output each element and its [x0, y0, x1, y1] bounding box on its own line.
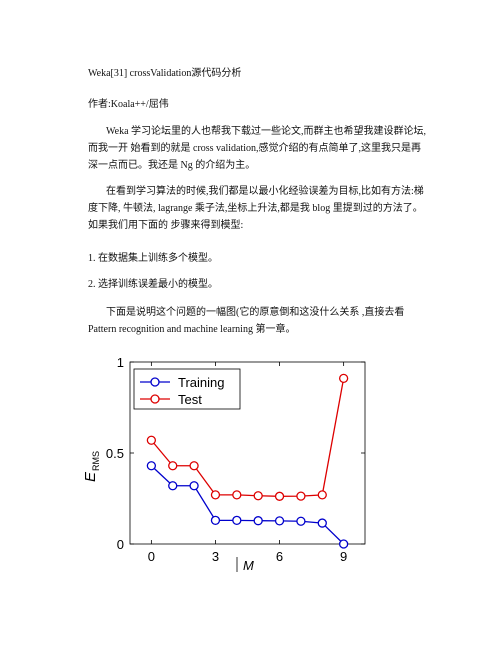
y-tick-label: 1 — [117, 355, 124, 370]
data-point-training — [232, 515, 242, 525]
y-tick-label: 0.5 — [106, 446, 124, 461]
data-point-training — [296, 516, 306, 526]
data-point-training — [317, 518, 327, 528]
series-line-test — [150, 378, 345, 497]
series-layer — [146, 373, 349, 549]
y-axis-label-main: E — [82, 471, 99, 482]
y-axis-ticks: 00.51 — [106, 355, 365, 552]
data-point-test — [296, 491, 306, 501]
y-axis-label-sub: RMS — [91, 451, 101, 471]
legend-box — [133, 368, 241, 410]
paragraph-learning: 在看到学习算法的时候,我们都是以最小化经验误差为目标,比如有方法:梯度下降, 牛… — [88, 186, 424, 231]
paragraph-intro: Weka 学习论坛里的人也帮我下载过一些论文,而群主也希望我建设群论坛,而我一开… — [88, 126, 427, 171]
list-item-2: 2. 选择训练误差最小的模型。 — [88, 279, 218, 290]
data-point-test — [274, 491, 285, 501]
x-axis-label: M — [243, 558, 254, 573]
legend: Training Test — [133, 368, 241, 410]
data-point-training — [274, 516, 285, 526]
document-title: Weka[31] crossValidation源代码分析 — [88, 68, 242, 79]
x-tick-label: 6 — [276, 549, 283, 564]
data-point-training — [168, 481, 178, 491]
data-point-training — [338, 539, 349, 549]
x-tick-label: 0 — [148, 549, 155, 564]
data-point-test — [189, 461, 199, 471]
data-point-test — [232, 490, 242, 500]
data-point-training — [146, 461, 157, 471]
y-axis-label: E RMS — [82, 451, 101, 482]
legend-training-marker — [150, 377, 160, 387]
data-point-test — [210, 490, 221, 500]
data-point-training — [210, 515, 221, 525]
paragraph-figure-intro: 下面是说明这个问题的一幅图(它的原意倒和这没什么关系 ,直接去看 Pattern… — [88, 307, 405, 335]
data-point-training — [189, 481, 199, 491]
legend-test-label: Test — [178, 392, 202, 407]
data-point-test — [168, 461, 178, 471]
author-line: 作者:Koala++/屈伟 — [88, 99, 169, 110]
legend-training-label: Training — [178, 375, 224, 390]
list-item-1: 1. 在数据集上训练多个模型。 — [88, 253, 218, 264]
data-point-test — [146, 435, 157, 445]
data-point-training — [253, 516, 263, 526]
data-point-test — [253, 491, 263, 501]
legend-test-marker — [150, 394, 160, 404]
y-tick-label: 0 — [117, 537, 124, 552]
x-tick-label: 3 — [212, 549, 219, 564]
data-point-test — [317, 490, 327, 500]
series-line-training — [150, 465, 345, 545]
x-tick-label: 9 — [340, 549, 347, 564]
data-point-test — [338, 373, 349, 384]
